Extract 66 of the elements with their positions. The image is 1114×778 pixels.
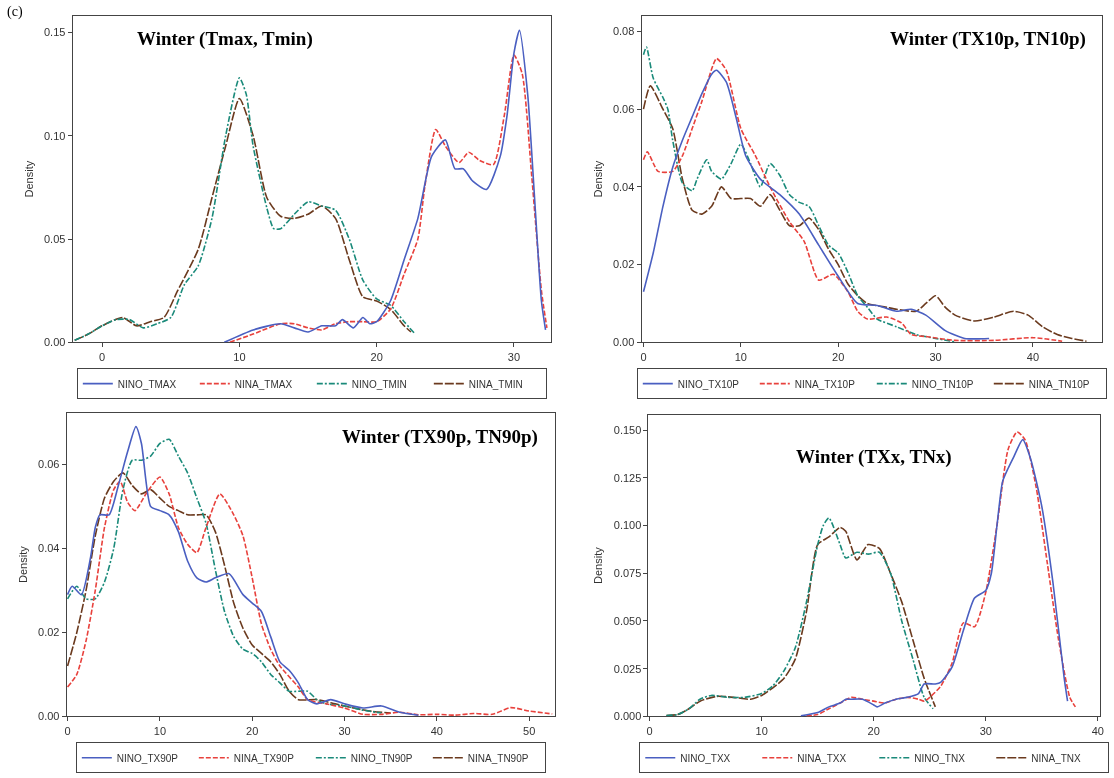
y-tick-label: 0.02 <box>612 258 635 271</box>
legend-label: NINO_TXX <box>680 752 731 764</box>
legend-label: NINO_TMIN <box>351 378 407 390</box>
x-tick-label: 30 <box>929 350 942 363</box>
text: Winter (Tmax, Tmin) <box>137 28 313 50</box>
legend-label: NINO_TX10P <box>677 378 740 390</box>
x-tick-label: 20 <box>832 350 845 363</box>
y-tick-label: 0.04 <box>612 180 635 193</box>
legend-label: NINO_TMAX <box>117 378 177 390</box>
legend-label: NINA_TX90P <box>233 752 295 764</box>
y-tick-label: 0.00 <box>612 336 635 349</box>
x-tick-label: 10 <box>755 724 768 737</box>
x-tick-label: 20 <box>867 724 880 737</box>
y-tick-label: 0.025 <box>613 662 642 675</box>
x-tick-label: 10 <box>734 350 747 363</box>
legend-label: NINA_TX10P <box>794 378 856 390</box>
legend-label: NINA_TMIN <box>468 378 523 390</box>
y-tick-label: 0.150 <box>613 423 642 436</box>
legend-label: NINA_TNX <box>1031 752 1082 764</box>
x-tick-label: 30 <box>979 724 992 737</box>
y-tick-label: 0.00 <box>38 710 60 723</box>
y-tick-label: 0.000 <box>613 710 642 723</box>
x-tick-label: 0 <box>99 350 106 363</box>
y-tick-label: 0.15 <box>44 26 66 39</box>
line-series <box>642 69 990 340</box>
y-axis-title: Density <box>592 546 605 584</box>
y-tick-label: 0.10 <box>44 129 66 142</box>
x-tick-label: 30 <box>338 724 351 737</box>
y-tick-label: 0.075 <box>613 567 642 580</box>
legend-label: NINO_TN90P <box>350 752 413 764</box>
x-tick-label: 40 <box>430 724 443 737</box>
y-tick-label: 0.04 <box>38 542 60 555</box>
text: Winter (TXx, TNx) <box>796 446 952 468</box>
y-tick-label: 0.100 <box>613 519 642 532</box>
y-tick-label: 0.06 <box>612 103 635 116</box>
x-tick-label: 20 <box>370 350 383 363</box>
legend-label: NINA_TMAX <box>234 378 293 390</box>
y-tick-label: 0.08 <box>612 25 635 38</box>
legend-label: NINO_TNX <box>914 752 966 764</box>
x-tick-label: 0 <box>64 724 71 737</box>
x-tick-label: 40 <box>1026 350 1040 363</box>
y-axis-title: Density <box>22 160 35 198</box>
y-tick-label: 0.125 <box>613 471 642 484</box>
x-tick-label: 40 <box>1091 724 1104 737</box>
legend-label: NINO_TN10P <box>911 378 974 390</box>
legend-label: NINA_TN90P <box>467 752 529 764</box>
y-tick-label: 0.050 <box>613 614 642 627</box>
x-tick-label: 0 <box>640 350 647 363</box>
legend-label: NINO_TX90P <box>116 752 179 764</box>
x-tick-label: 20 <box>246 724 259 737</box>
text: Winter (TX90p, TN90p) <box>342 426 538 448</box>
x-tick-label: 50 <box>523 724 536 737</box>
x-tick-label: 10 <box>233 350 246 363</box>
legend-label: NINA_TXX <box>797 752 847 764</box>
text: (c) <box>7 4 23 20</box>
y-axis-title: Density <box>591 160 604 198</box>
y-tick-label: 0.02 <box>38 626 60 639</box>
legend-label: NINA_TN10P <box>1028 378 1090 390</box>
y-tick-label: 0.05 <box>44 232 66 245</box>
y-tick-label: 0.06 <box>38 458 60 471</box>
x-tick-label: 0 <box>646 724 653 737</box>
text: Winter (TX10p, TN10p) <box>890 28 1086 50</box>
x-tick-label: 10 <box>153 724 167 737</box>
y-tick-label: 0.00 <box>44 336 66 349</box>
y-axis-title: Density <box>16 545 29 583</box>
x-tick-label: 30 <box>507 350 521 363</box>
